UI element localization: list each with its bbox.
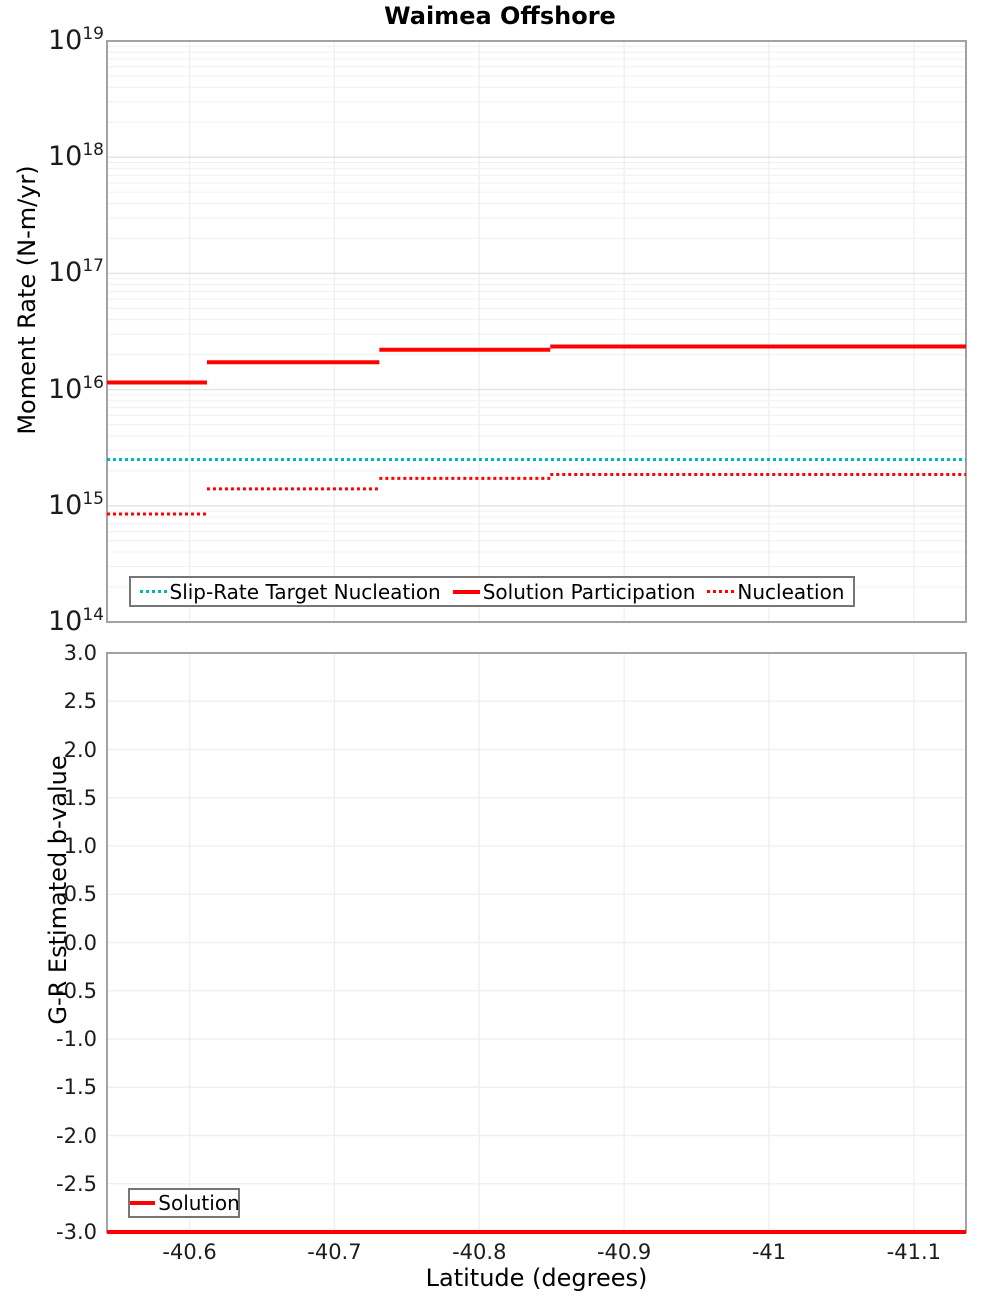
y-tick-label: 3.0 [63, 641, 97, 665]
chart-title: Waimea Offshore [384, 2, 616, 30]
y-tick-label: -2.0 [56, 1123, 97, 1148]
legend-b-value: Solution [128, 1188, 240, 1218]
solution-participation-line-swatch [452, 589, 480, 594]
legend-label: Nucleation [737, 579, 845, 604]
x-tick-label: -40.8 [452, 1240, 507, 1264]
legend-label: Solution [158, 1191, 240, 1215]
y-tick-label: 2.0 [63, 737, 97, 762]
x-tick-label: -41.1 [886, 1240, 942, 1264]
plot-border [106, 40, 967, 623]
y-tick-label: 1015 [48, 488, 104, 521]
y-tick-label: 0.5 [63, 882, 97, 907]
solution-line-swatch [130, 1201, 156, 1205]
y-tick-label: -2.5 [56, 1171, 97, 1196]
y-tick-label: 0.0 [63, 930, 97, 955]
y-tick-label: 1.5 [63, 785, 97, 810]
legend-item-solution: Solution [130, 1191, 240, 1215]
legend-item-nucleation: Nucleation [707, 580, 844, 604]
legend-item-solution-participation: Solution Participation [452, 579, 696, 604]
nucleation-line-swatch [707, 590, 735, 593]
legend-label: Solution Participation [482, 579, 696, 604]
x-tick-label: -40.9 [596, 1240, 652, 1264]
y-tick-label: 1014 [48, 604, 104, 637]
x-axis-label-latitude: Latitude (degrees) [425, 1264, 648, 1292]
y-tick-label: 1019 [48, 23, 104, 56]
y-tick-label: 1.0 [63, 834, 97, 858]
x-tick-label: -41 [751, 1240, 787, 1264]
slip-rate-target-line-swatch [139, 590, 167, 593]
x-tick-label: -40.7 [307, 1240, 362, 1264]
y-tick-label: -3.0 [56, 1220, 97, 1244]
legend-moment-rate: Slip-Rate Target Nucleation Solution Par… [129, 576, 855, 607]
legend-item-slip-rate-target: Slip-Rate Target Nucleation [139, 579, 441, 604]
y-tick-label: 1016 [48, 372, 104, 405]
y-tick-label: 1018 [48, 140, 104, 173]
y-tick-label: -1.5 [56, 1075, 97, 1100]
legend-label: Slip-Rate Target Nucleation [169, 579, 441, 604]
y-tick-label: 2.5 [63, 689, 97, 714]
y-tick-label: -0.5 [56, 978, 97, 1003]
x-tick-label: -40.6 [162, 1240, 217, 1264]
y-tick-label: 1017 [48, 256, 104, 289]
y-tick-label: -1.0 [56, 1027, 97, 1051]
